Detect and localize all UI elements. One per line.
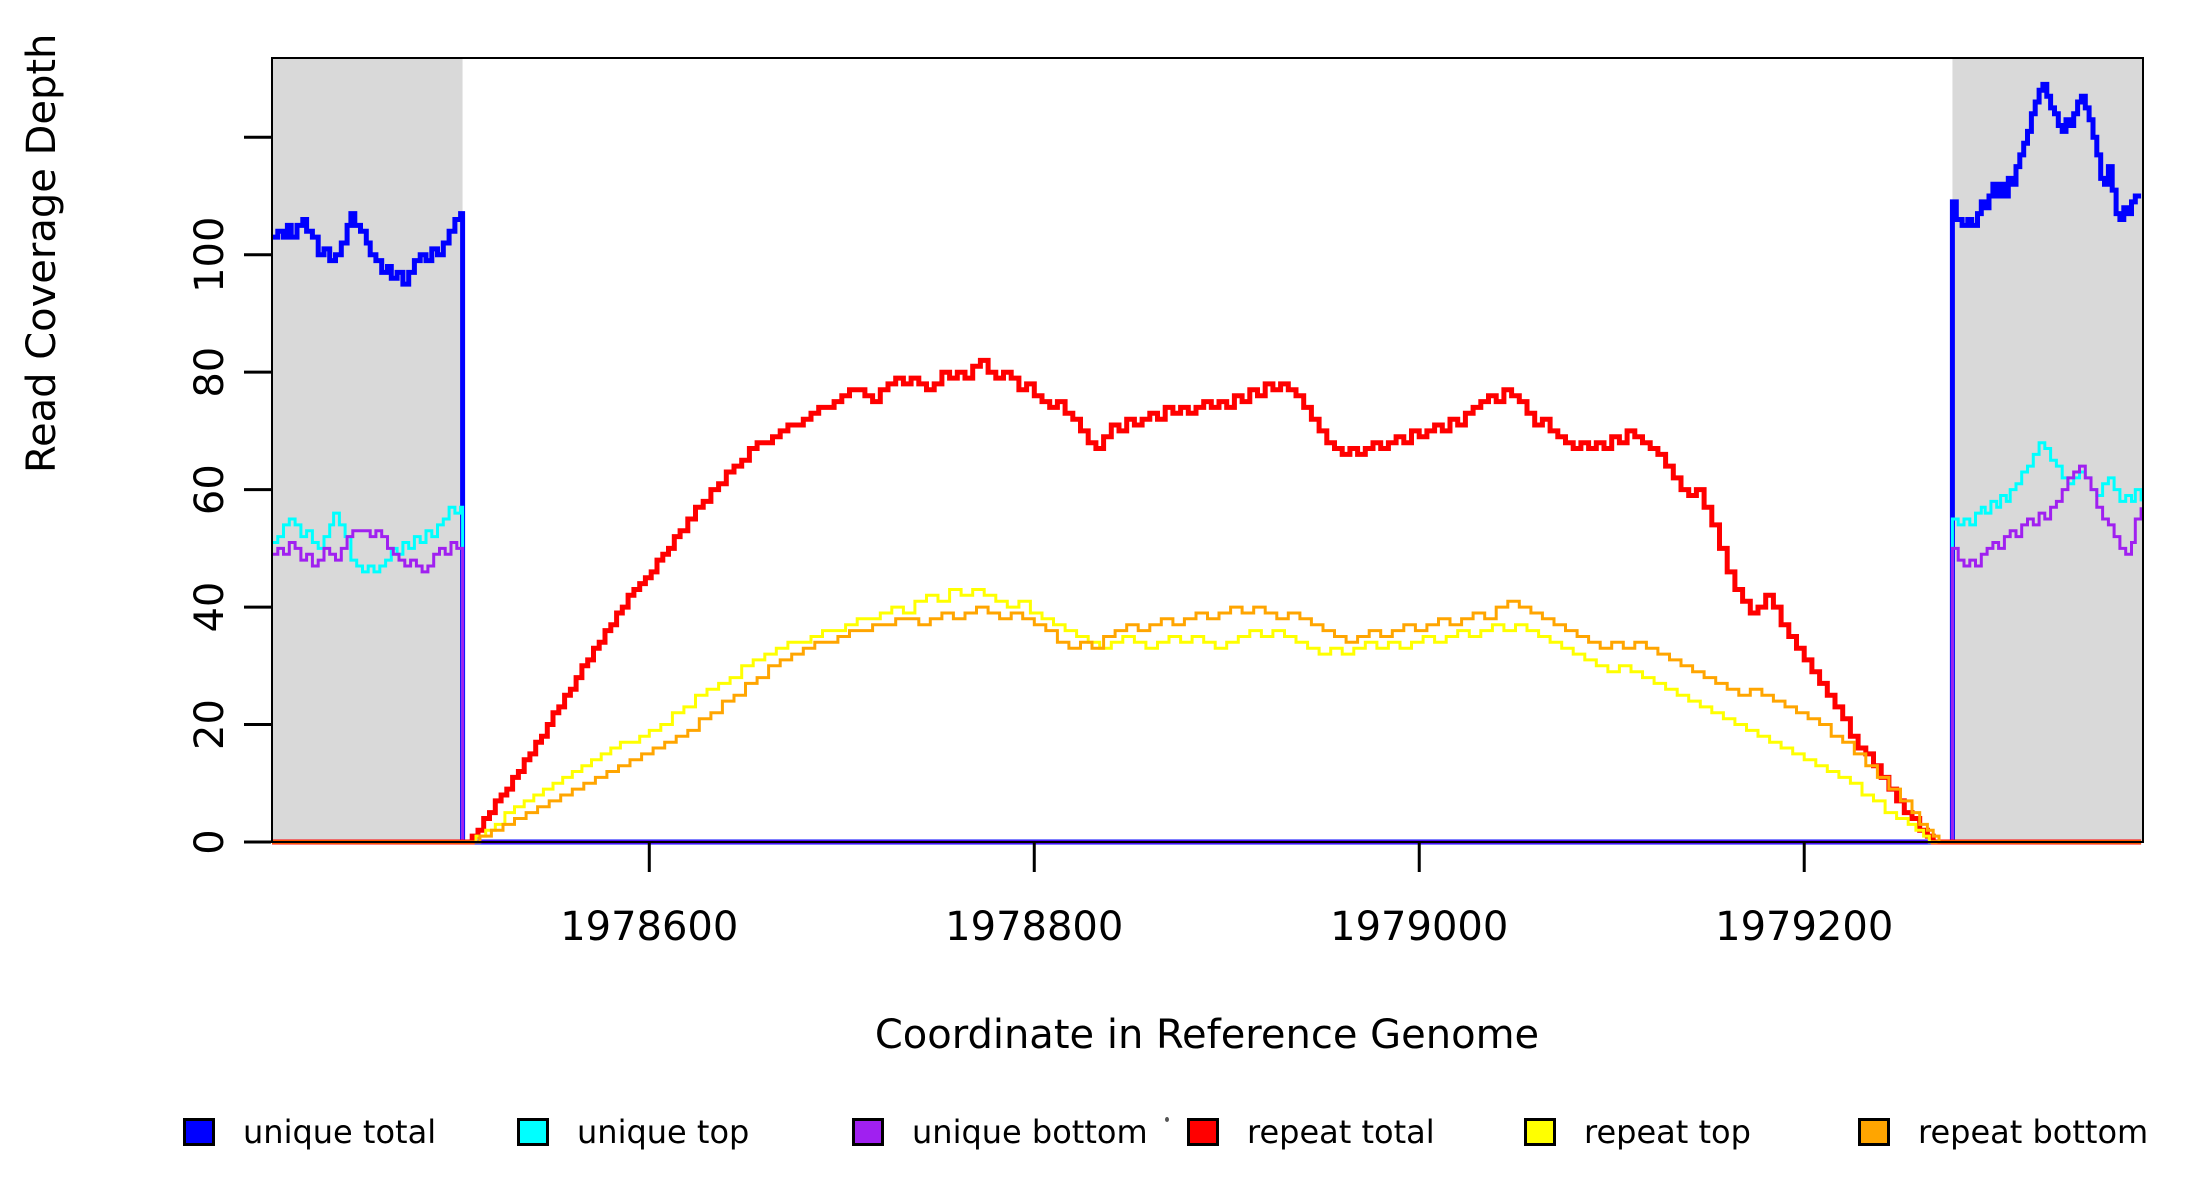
series-line-unique-bottom — [272, 464, 2143, 844]
legend-label: unique top — [577, 1113, 750, 1151]
legend-swatch-icon — [1187, 1118, 1219, 1146]
y-tick-label: 80 — [187, 347, 233, 398]
legend-label: unique total — [243, 1113, 437, 1151]
legend-label: repeat top — [1584, 1113, 1751, 1151]
y-tick-label: 100 — [187, 217, 233, 293]
legend-swatch-icon — [1858, 1118, 1890, 1146]
y-tick-label: 60 — [187, 464, 233, 515]
stray-mark-dot — [1165, 1117, 1169, 1122]
legend-label: repeat bottom — [1918, 1113, 2149, 1151]
series-line-repeat-bottom — [272, 599, 2142, 844]
legend-swatch-icon — [852, 1118, 884, 1146]
legend-swatch-icon — [1524, 1118, 1556, 1146]
x-axis-title: Coordinate in Reference Genome — [874, 1012, 1540, 1058]
y-tick-label: 0 — [187, 829, 233, 854]
x-tick-label: 1979200 — [1715, 904, 1893, 950]
legend-item-repeat-top: repeat top — [1524, 1112, 1751, 1152]
y-axis-title: Read Coverage Depth — [19, 33, 65, 473]
legend-item-repeat-bottom: repeat bottom — [1858, 1112, 2148, 1152]
shaded-region-0 — [272, 58, 463, 842]
legend-label: repeat total — [1247, 1113, 1435, 1151]
y-tick-label: 20 — [187, 699, 233, 750]
series-line-unique-total — [272, 81, 2142, 845]
x-tick-label: 1978600 — [560, 904, 738, 950]
legend-swatch-icon — [517, 1118, 549, 1146]
legend-label: unique bottom — [912, 1113, 1148, 1151]
series-line-repeat-top — [272, 588, 2142, 844]
x-tick-label: 1978800 — [945, 904, 1123, 950]
series-line-repeat-total — [272, 357, 2142, 845]
x-tick-label: 1979000 — [1330, 904, 1508, 950]
legend-item-unique-bottom: unique bottom — [852, 1112, 1148, 1152]
legend-item-repeat-total: repeat total — [1187, 1112, 1435, 1152]
legend-item-unique-top: unique top — [517, 1112, 749, 1152]
legend-item-unique-total: unique total — [183, 1112, 436, 1152]
plot-box — [271, 57, 2144, 843]
y-tick-label: 40 — [187, 582, 233, 633]
chart-legend: unique total unique top unique bottom repea… — [0, 1112, 2200, 1162]
legend-swatch-icon — [183, 1118, 215, 1146]
